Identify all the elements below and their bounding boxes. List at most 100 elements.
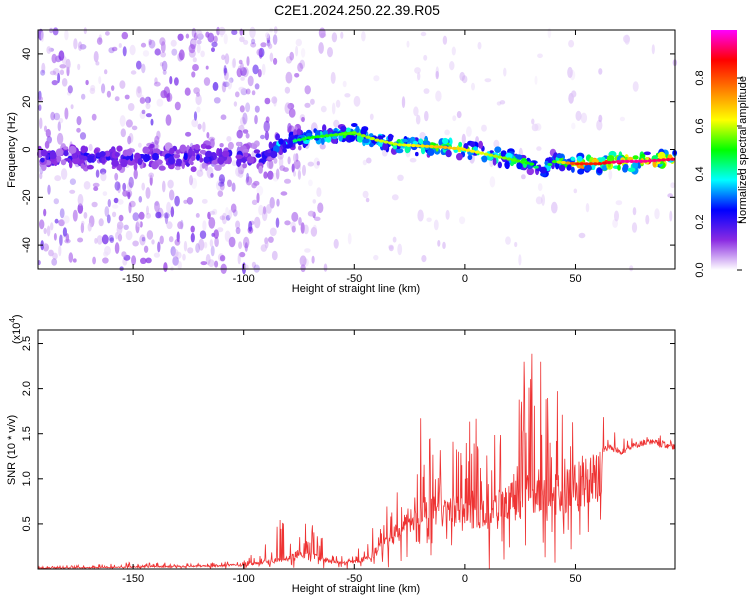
ridge-cell bbox=[566, 163, 572, 171]
ridge-cell bbox=[222, 150, 230, 157]
noise-cell bbox=[174, 77, 179, 86]
ridge-core bbox=[479, 151, 485, 155]
noise-cell bbox=[423, 88, 430, 94]
noise-cell bbox=[89, 87, 96, 95]
noise-cell bbox=[459, 71, 466, 81]
noise-cell bbox=[41, 62, 46, 74]
noise-cell bbox=[280, 191, 288, 196]
spectrogram-x-axis-label: Height of straight line (km) bbox=[292, 283, 420, 295]
ridge-cell bbox=[504, 161, 510, 170]
noise-cell bbox=[177, 261, 182, 270]
noise-cell bbox=[98, 34, 103, 43]
noise-cell bbox=[112, 211, 117, 218]
noise-cell bbox=[290, 221, 296, 230]
noise-cell bbox=[42, 243, 50, 252]
noise-cell bbox=[298, 217, 302, 226]
ridge-cell bbox=[190, 166, 197, 173]
noise-cell bbox=[401, 96, 406, 109]
ridge-cell bbox=[458, 141, 463, 148]
noise-cell bbox=[278, 156, 284, 168]
noise-cell bbox=[114, 242, 120, 254]
noise-cell bbox=[46, 225, 51, 237]
noise-cell bbox=[171, 48, 178, 56]
noise-cell bbox=[196, 91, 200, 97]
noise-cell bbox=[52, 68, 60, 76]
noise-cell bbox=[287, 128, 292, 133]
noise-cell bbox=[121, 31, 129, 40]
noise-cell bbox=[201, 198, 208, 204]
noise-cell bbox=[514, 241, 518, 248]
noise-cell bbox=[669, 210, 673, 222]
noise-cell bbox=[132, 212, 140, 222]
ridge-core bbox=[620, 159, 626, 163]
noise-cell bbox=[316, 161, 320, 166]
noise-cell bbox=[157, 241, 161, 253]
ridge-core bbox=[338, 132, 344, 136]
snr-series-line bbox=[37, 353, 676, 570]
noise-cell bbox=[160, 41, 166, 53]
noise-cell bbox=[156, 98, 164, 107]
noise-cell bbox=[213, 97, 221, 104]
noise-cell bbox=[242, 112, 248, 125]
noise-cell bbox=[320, 105, 327, 113]
noise-cell bbox=[91, 113, 97, 121]
noise-cell bbox=[651, 44, 655, 55]
ridge-cell bbox=[492, 157, 497, 166]
ridge-cell bbox=[577, 168, 585, 175]
noise-cell bbox=[314, 216, 321, 221]
ridge-cell bbox=[99, 151, 106, 157]
ridge-core bbox=[460, 147, 466, 151]
ridge-cell bbox=[196, 154, 201, 161]
ridge-core bbox=[383, 140, 389, 144]
ridge-cell bbox=[179, 144, 187, 153]
noise-cell bbox=[243, 39, 249, 45]
ridge-cell bbox=[570, 156, 576, 161]
snr-frame bbox=[37, 329, 676, 570]
noise-cell bbox=[240, 76, 245, 81]
ridge-cell bbox=[188, 148, 193, 156]
noise-cell bbox=[225, 207, 229, 216]
noise-cell bbox=[221, 54, 226, 61]
noise-cell bbox=[212, 81, 219, 91]
ridge-cell bbox=[415, 151, 419, 157]
noise-cell bbox=[124, 94, 130, 100]
colorbar-tick-label: 0.2 bbox=[694, 214, 706, 229]
noise-cell bbox=[203, 241, 208, 249]
noise-cell bbox=[139, 221, 143, 228]
ridge-cell bbox=[101, 157, 106, 164]
noise-cell bbox=[76, 127, 81, 133]
noise-cell bbox=[419, 132, 426, 140]
noise-cell bbox=[471, 82, 475, 91]
noise-cell bbox=[119, 115, 126, 127]
ridge-core bbox=[378, 139, 385, 143]
ridge-cell bbox=[382, 142, 389, 151]
ridge-core bbox=[369, 137, 375, 141]
noise-cell bbox=[580, 112, 588, 124]
noise-cell bbox=[154, 48, 161, 56]
noise-cell bbox=[195, 30, 203, 38]
noise-cell bbox=[166, 201, 172, 214]
noise-cell bbox=[413, 106, 419, 117]
noise-cell bbox=[297, 169, 301, 180]
ridge-core bbox=[328, 133, 335, 137]
ridge-core bbox=[651, 158, 658, 163]
noise-cell bbox=[98, 218, 104, 227]
noise-cell bbox=[409, 157, 417, 163]
ridge-core bbox=[606, 161, 612, 165]
noise-cell bbox=[235, 220, 241, 229]
noise-cell bbox=[287, 122, 292, 133]
ridge-core bbox=[301, 137, 307, 141]
noise-cell bbox=[146, 230, 154, 240]
noise-cell bbox=[70, 104, 74, 110]
noise-cell bbox=[170, 39, 177, 47]
noise-cell bbox=[435, 90, 442, 102]
ridge-core bbox=[647, 159, 653, 163]
noise-cell bbox=[311, 255, 315, 264]
noise-cell bbox=[154, 135, 160, 145]
noise-cell bbox=[284, 220, 291, 226]
noise-cell bbox=[250, 42, 257, 48]
ridge-cell bbox=[181, 161, 185, 169]
ridge-cell bbox=[49, 151, 57, 160]
noise-cell bbox=[65, 233, 70, 243]
